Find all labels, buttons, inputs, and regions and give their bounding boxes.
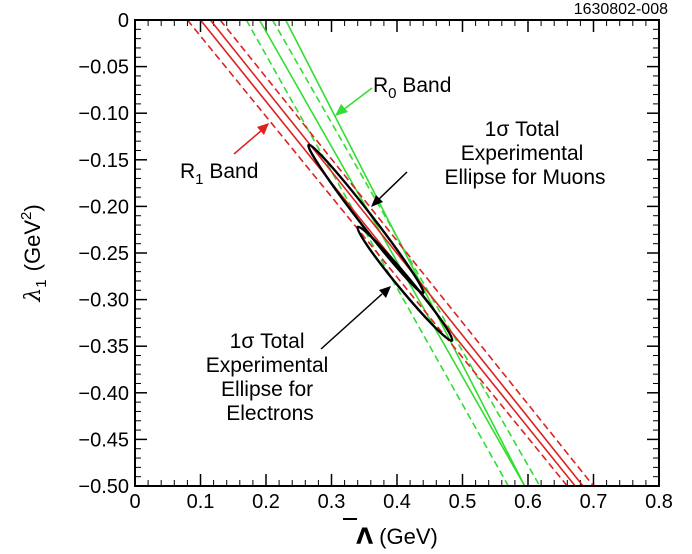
y-tick-label: −0.10 bbox=[78, 103, 129, 125]
y-axis-symbol: λ bbox=[21, 288, 46, 303]
y-axis-symbol-sub: 1 bbox=[33, 279, 50, 287]
band-line-r0-band-center-left bbox=[258, 20, 526, 486]
muons-line1: 1σ Total bbox=[485, 118, 560, 141]
y-tick-label: −0.50 bbox=[78, 476, 129, 498]
electron-ellipse bbox=[356, 225, 454, 342]
r0-band-arrow-head bbox=[335, 104, 348, 116]
x-tick-label: 0.1 bbox=[187, 491, 215, 513]
electrons-line3: Ellipse for bbox=[221, 378, 313, 401]
r1-band-annotation: R1 Band bbox=[180, 123, 269, 188]
plot-frame bbox=[134, 19, 660, 487]
muons-line2: Experimental bbox=[461, 142, 584, 165]
electrons-arrow-head bbox=[379, 286, 391, 298]
r0-band-label: R0 Band bbox=[373, 74, 451, 102]
x-tick-label: 0.7 bbox=[580, 491, 608, 513]
band-line-r1-band-outer-right bbox=[219, 20, 595, 486]
muons-line3: Ellipse for Muons bbox=[444, 166, 605, 189]
muon-ellipse bbox=[307, 143, 425, 295]
band-line-r1-band-outer-left bbox=[186, 20, 568, 486]
muons-arrow-line bbox=[377, 171, 408, 201]
electrons-line1: 1σ Total bbox=[230, 330, 305, 353]
y-axis-unit-close: ) bbox=[20, 204, 45, 211]
y-tick-label: −0.45 bbox=[78, 429, 129, 451]
x-tick-label: 0.6 bbox=[514, 491, 542, 513]
y-tick-label: −0.40 bbox=[78, 383, 129, 405]
x-tick-label: 0.8 bbox=[645, 491, 673, 513]
r1-band-arrow-head bbox=[257, 123, 269, 135]
svg-text:1σ Total Experimental: 1σ Total Experimental Ellipse for Muons bbox=[444, 118, 605, 189]
r0-band-annotation: R0 Band bbox=[335, 74, 451, 116]
x-axis-symbol: Λ bbox=[356, 525, 373, 550]
x-tick-label: 0.2 bbox=[252, 491, 280, 513]
figure-id: 1630802-008 bbox=[574, 1, 668, 18]
y-tick-label: 0 bbox=[118, 10, 129, 32]
y-tick-label: −0.35 bbox=[78, 336, 129, 358]
band-line-r0-band-center-right bbox=[284, 20, 526, 486]
y-tick-label: −0.30 bbox=[78, 290, 129, 312]
band-line-r1-band-center-right bbox=[209, 20, 584, 486]
electrons-arrow-line bbox=[320, 293, 383, 350]
r1-band-label: R1 Band bbox=[180, 160, 258, 188]
y-tick-label: −0.15 bbox=[78, 150, 129, 172]
electrons-annotation: 1σ Total Experimental Ellipse for Electr… bbox=[206, 286, 391, 425]
x-axis-title: Λ (GeV) bbox=[343, 518, 438, 550]
svg-text:1σ Total Experimental: 1σ Total Experimental Ellipse for Electr… bbox=[206, 330, 334, 425]
svg-text:λ1(GeV2): λ1 (GeV2) bbox=[18, 204, 50, 302]
x-tick-label: 0.5 bbox=[449, 491, 477, 513]
y-axis-unit-sup: 2 bbox=[18, 212, 35, 220]
axes: 0 0.1 0.2 0.3 0.4 0.5 0.6 0.7 0.8 0 −0.05 −0.10 −0.1… bbox=[78, 10, 673, 513]
y-tick-label: −0.05 bbox=[78, 57, 129, 79]
x-tick-label: 0.4 bbox=[383, 491, 411, 513]
y-tick-label: −0.25 bbox=[78, 243, 129, 265]
muons-arrow-head bbox=[371, 195, 383, 207]
y-axis-title: λ1 (GeV2) bbox=[18, 204, 50, 302]
y-tick-label: −0.20 bbox=[78, 196, 129, 218]
electrons-line2: Experimental bbox=[206, 354, 329, 377]
x-tick-label: 0 bbox=[129, 491, 140, 513]
r1-band-arrow-line bbox=[233, 129, 263, 155]
svg-text:Λ(GeV): Λ (GeV) bbox=[356, 524, 438, 550]
ellipse-layer bbox=[307, 143, 454, 342]
y-axis-unit-open: (GeV bbox=[20, 220, 45, 272]
r0-band-arrow-line bbox=[342, 87, 373, 111]
muons-annotation: 1σ Total Experimental Ellipse for Muons bbox=[371, 118, 606, 207]
x-tick-label: 0.3 bbox=[318, 491, 346, 513]
x-axis-unit: (GeV) bbox=[379, 524, 438, 549]
electrons-line4: Electrons bbox=[226, 402, 314, 425]
